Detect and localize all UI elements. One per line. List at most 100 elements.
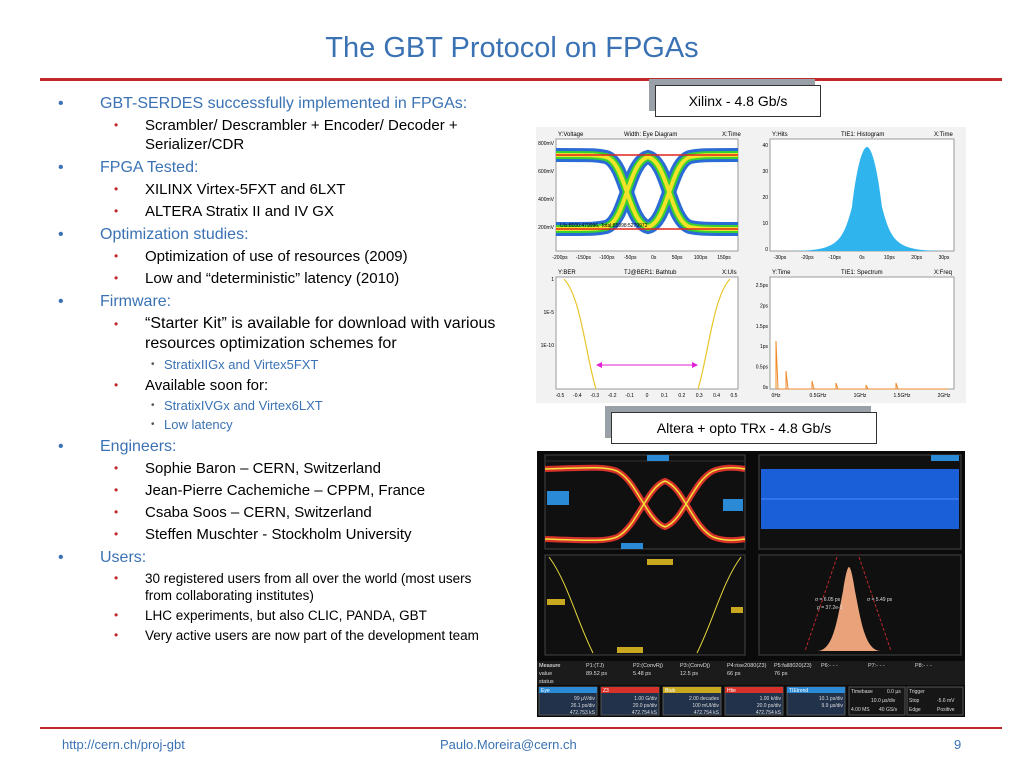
timebase-srate: 40 GS/s [879,707,898,713]
trigger-edge: Edge [909,707,921,713]
x-tick-label: 0s [651,255,657,261]
x-tick-label: -0.1 [625,393,634,399]
footer-email[interactable]: Paulo.Moreira@cern.ch [440,737,577,752]
y-tick-label: 1E-5 [543,310,554,316]
trigger-slope: Positive [937,707,955,713]
scope2-sigma-1: σ = 6.05 ps [815,597,841,603]
trigger-label: Trigger [909,689,925,695]
x-tick-label: 20ps [911,255,922,261]
bullet-level2: Csaba Soos – CERN, Switzerland [56,503,496,522]
bullet-level3: Low latency [56,416,496,433]
measure-header-cell: P1:(TJ) [586,663,604,669]
eye-y-label: Y:Voltage [558,132,584,138]
bullet-level2: LHC experiments, but also CLIC, PANDA, G… [56,607,496,624]
x-tick-label: 10ps [884,255,895,261]
measure-header-cell: P3:(ConvDj) [680,663,710,669]
bullet-level2: Optimization of use of resources (2009) [56,247,496,266]
hist-title: TIE1: Histogram [841,132,884,138]
descriptor-box-line: 472.754 kS [694,710,720,716]
measure-value-cell: 76 ps [774,671,788,677]
y-tick-label: 30 [762,169,768,175]
slide-title: The GBT Protocol on FPGAs [325,32,699,64]
bathtub-y-label: Y:BER [558,270,576,276]
y-tick-label: 2ps [760,303,769,309]
y-tick-label: 600mV [538,169,555,175]
footer-url[interactable]: http://cern.ch/proj-gbt [62,737,185,752]
measure-value-cell: 5.48 ps [633,671,651,677]
bullet-list: GBT-SERDES successfully implemented in F… [56,90,496,644]
descriptor-box-line: 10.1 ps/div [819,696,844,702]
descriptor-box-title: Eye [541,688,550,694]
bathtub-x-ticks: -0.5 -0.4 -0.3 -0.2 -0.1 0 0.1 0.2 0.3 0.4 0.5 [556,393,738,399]
y-tick-label: 1 [551,277,554,283]
measure-header-row: Measure P1:(TJ) P2:(ConvRj) P3:(ConvDj) P4:r… [539,663,932,669]
x-tick-label: 0s [859,255,865,261]
y-tick-label: 0 [765,247,768,253]
descriptor-box-header [725,687,783,693]
scope2-sigma-2: σ = 5.49 ps [867,597,893,603]
bullet-level2: Steffen Muschter - Stockholm University [56,525,496,544]
bathtub-y-ticks: 1 1E-5 1E-10 [541,277,555,349]
xilinx-callout-label: Xilinx - 4.8 Gb/s [688,93,788,109]
spectrum-x-label: X:Freq [934,270,952,276]
altera-callout-label: Altera + opto TRx - 4.8 Gb/s [656,420,832,436]
eye-title: Width: Eye Diagram [624,132,677,138]
x-tick-label: -20ps [801,255,814,261]
x-tick-label: 30ps [939,255,950,261]
timebase-rate: 10.0 µs/div [871,698,896,704]
descriptor-box-line: 1.00 k/div [760,696,782,702]
bullet-level2: 30 registered users from all over the wo… [56,570,496,604]
bathtub-x-label: X:UIs [722,270,737,276]
bullet-level2: Available soon for: [56,376,496,395]
descriptor-box-line: 26.1 ps/div [571,703,596,709]
measure-value-row: value 89.52 ps 5.48 ps 12.5 ps 66 ps 76 ps [539,671,788,677]
x-tick-label: 1GHz [854,393,867,399]
bullet-level2: Sophie Baron – CERN, Switzerland [56,459,496,478]
x-tick-label: -0.5 [556,393,565,399]
descriptor-box-line: 472.754 kS [632,710,658,716]
measure-value-cell: 66 ps [727,671,741,677]
bullet-level1: Users: [56,548,496,567]
scope2-rho: ρ = 37.2e-3 [817,605,843,611]
x-tick-label: 0.1 [661,393,668,399]
x-tick-label: 0.2 [678,393,685,399]
measure-header-cell: P7:- - - [868,663,885,669]
bullet-level1: Engineers: [56,437,496,456]
spectrum-x-ticks: 0Hz 0.5GHz 1GHz 1.5GHz 2GHz [772,393,951,399]
x-tick-label: -0.4 [573,393,582,399]
bullet-level1: Firmware: [56,292,496,311]
xilinx-callout: Xilinx - 4.8 Gb/s [655,85,821,117]
eye-diagram-panel: Y:Voltage Width: Eye Diagram X:Time UIs:… [536,127,752,265]
scope2-tie-trend-panel [758,454,962,550]
page-number: 9 [954,737,962,752]
timebase-label: Timebase [851,689,873,695]
descriptor-box-header [601,687,659,693]
bullet-level3: StratixIVGx and Virtex6LXT [56,397,496,414]
x-tick-label: 1.5GHz [894,393,911,399]
eye-x-ticks: -200ps -150ps -100ps -50ps 0s 50ps 100ps 150ps [552,255,731,261]
x-tick-label: 0Hz [772,393,781,399]
y-tick-label: 40 [762,143,768,149]
measure-value-cell: 12.5 ps [680,671,698,677]
trigger-level: -5.6 mV [937,698,955,704]
hist-x-label: X:Time [934,132,953,138]
y-tick-label: 1E-10 [541,343,555,349]
bullet-level1: GBT-SERDES successfully implemented in F… [56,94,496,113]
y-tick-label: 400mV [538,197,555,203]
y-tick-label: 800mV [538,141,555,147]
title-rule [40,78,1002,81]
x-tick-label: -50ps [624,255,637,261]
measure-header-cell: P4:rise2080(Z3) [727,663,767,669]
y-tick-label: 1ps [760,344,769,350]
measure-status-label: status [539,679,554,685]
y-tick-label: 1.5ps [756,324,769,330]
measure-header-cell: P8:- - - [915,663,932,669]
bullet-level2: “Starter Kit” is available for download … [56,314,496,354]
measure-value-cell: value [539,671,552,677]
bullet-level1: Optimization studies: [56,225,496,244]
descriptor-box-line: 1.00 G/div [634,696,657,702]
spectrum-y-label: Y:Time [772,270,791,276]
scope2-histogram-panel: σ = 6.05 ps σ = 5.49 ps ρ = 37.2e-3 [758,554,962,656]
descriptor-box-line: 20.0 ps/div [757,703,782,709]
bullet-level2: ALTERA Stratix II and IV GX [56,202,496,221]
